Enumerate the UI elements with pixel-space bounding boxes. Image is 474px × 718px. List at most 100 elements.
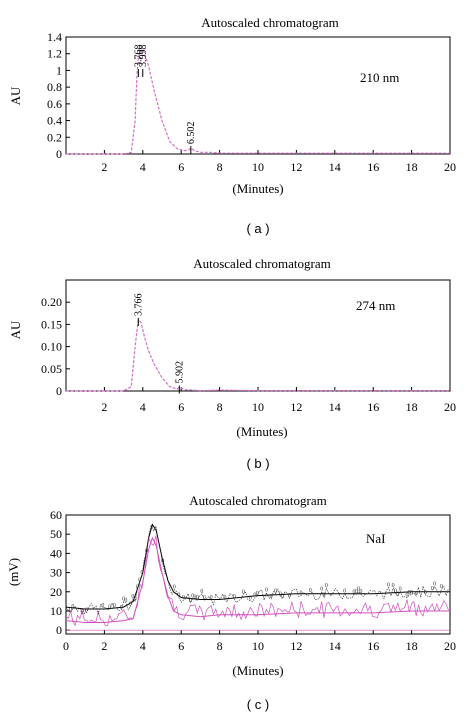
chart-a-xtick-label: 2 (101, 160, 107, 174)
chart-a-xtick-label: 8 (217, 160, 223, 174)
chart-c-noise-mark: 0 (189, 598, 192, 604)
chart-b-xtick-label: 12 (290, 400, 302, 414)
chart-c-xtick-label: 14 (329, 639, 341, 653)
chart-c-noise-mark: 0 (85, 608, 88, 614)
chart-c-noise-mark: 0 (131, 594, 134, 600)
chart-c-noise-mark: 0 (200, 589, 203, 595)
chart-c-title: Autoscaled chromatogram (189, 493, 327, 508)
chart-c-panel-label: ( c ) (247, 697, 269, 712)
chart-a-peak-label: 6.502 (186, 122, 197, 145)
chart-c-noise-mark: 0 (242, 589, 245, 595)
chart-c-xtick-label: 18 (406, 639, 418, 653)
chart-c-noise-mark: 0 (431, 586, 434, 592)
chart-a-ytick-label: 1.4 (47, 30, 62, 44)
chart-b-xtick-label: 14 (329, 400, 341, 414)
chart-a-xtick-label: 6 (178, 160, 184, 174)
chart-c-noise-mark: 0 (399, 586, 402, 592)
chart-c-xtick-label: 12 (290, 639, 302, 653)
chart-a-ylabel: AU (8, 86, 23, 105)
chart-c-noise-mark: 0 (309, 588, 312, 594)
chart-c-noise-mark: 0 (320, 587, 323, 593)
chart-b-ylabel: AU (8, 320, 23, 339)
chart-c-noise-mark: 0 (394, 589, 397, 595)
chart-b-panel-label: ( b ) (246, 456, 269, 471)
chart-c-noise-mark: 0 (182, 595, 185, 601)
chart-c-xtick-label: 10 (252, 639, 264, 653)
chart-b-xtick-label: 20 (444, 400, 456, 414)
chart-c-noise-mark: 0 (357, 587, 360, 593)
chart-a-xtick-label: 16 (367, 160, 379, 174)
chart-c-xtick-label: 4 (140, 639, 146, 653)
chart-c-ytick-label: 10 (50, 604, 62, 618)
chart-c-xtick-label: 20 (444, 639, 456, 653)
chart-a-xtick-label: 14 (329, 160, 341, 174)
chart-c-noise-mark: 0 (120, 605, 123, 611)
chart-b-peak-label: 3.766 (133, 293, 144, 316)
chart-c-noise-mark: 0 (161, 558, 164, 564)
chart-c-noise-mark: 0 (440, 584, 443, 590)
chart-c-noise-mark: 0 (256, 591, 259, 597)
chart-c-annotation: NaI (366, 531, 386, 546)
chart-c-ytick-label: 60 (50, 508, 62, 522)
chart-a-ytick-label: 0.2 (47, 130, 62, 144)
chart-panel-a: Autoscaled chromatogram 210 nm AU (Minut… (8, 15, 456, 236)
chart-c-noise-mark: 0 (396, 591, 399, 597)
chart-c-noise-mark: 0 (134, 596, 137, 602)
chart-a-xtick-label: 4 (140, 160, 146, 174)
chart-c-noise-mark: 0 (173, 585, 176, 591)
chart-a-ytick-label: 0.6 (47, 97, 62, 111)
chart-panel-b: Autoscaled chromatogram 274 nm AU (Minut… (8, 256, 456, 471)
chart-b-xtick-label: 8 (217, 400, 223, 414)
chart-c-ytick-label: 20 (50, 585, 62, 599)
chart-b-ytick-label: 0.20 (41, 295, 62, 309)
chart-a-peak-label: 3.998 (138, 45, 149, 68)
chart-c-xtick-label: 2 (101, 639, 107, 653)
chart-c-noise-mark: 0 (210, 595, 213, 601)
chart-c-xtick-label: 8 (217, 639, 223, 653)
chart-c-noise-mark: 0 (129, 601, 132, 607)
chart-b-peak-label: 5.902 (174, 361, 185, 384)
chart-c-noise-mark: 0 (288, 593, 291, 599)
chart-b-ytick-label: 0.05 (41, 362, 62, 376)
chart-c-noise-mark: 0 (124, 598, 127, 604)
chart-b-xtick-label: 2 (101, 400, 107, 414)
chart-b-marks: 2 4 6 8 10 12 14 16 18 20 0 0.05 0.10 0.15 0.20 3.766 5.… (41, 293, 456, 414)
chart-c-noise-magenta (65, 535, 449, 627)
chart-c-ytick-label: 40 (50, 546, 62, 560)
chart-c-noise-mark: 0 (223, 595, 226, 601)
chart-a-ytick-label: 0.8 (47, 80, 62, 94)
chart-b-xtick-label: 6 (178, 400, 184, 414)
chart-panel-c: Autoscaled chromatogram NaI (mV) (Minute… (6, 493, 456, 712)
chart-c-noise-mark: 0 (410, 590, 413, 596)
chart-a-title: Autoscaled chromatogram (201, 15, 339, 30)
chart-c-xtick-label: 6 (178, 639, 184, 653)
chart-c-noise-mark: 0 (203, 595, 206, 601)
chart-b-series-line (66, 318, 450, 392)
chart-a-ytick-label: 1.2 (47, 47, 62, 61)
chart-c-noise-mark: 0 (279, 591, 282, 597)
chart-c-noise-mark: 0 (194, 594, 197, 600)
chart-b-ytick-label: 0 (56, 384, 62, 398)
chart-c-xtick-label: 0 (63, 639, 69, 653)
chart-c-noise-mark: 0 (353, 590, 356, 596)
chart-c-noise-mark: 0 (136, 584, 139, 590)
chart-c-noise-mark: 0 (71, 604, 74, 610)
chart-b-xtick-label: 18 (406, 400, 418, 414)
chart-b-annotation: 274 nm (356, 298, 395, 313)
chart-c-noise-mark: 0 (433, 582, 436, 588)
chart-c-noise-mark: 0 (355, 589, 358, 595)
chart-c-ylabel: (mV) (6, 558, 21, 586)
chart-c-ytick-label: 50 (50, 527, 62, 541)
chart-c-noise-black (65, 523, 449, 616)
chart-c-noise-mark: 0 (253, 593, 256, 599)
chart-a-ytick-label: 1 (56, 63, 62, 77)
chart-a-ytick-label: 0 (56, 147, 62, 161)
chart-c-noise-mark: 0 (122, 597, 125, 603)
chart-a-frame (65, 36, 451, 155)
chart-b-frame (65, 279, 451, 392)
chart-a-xtick-label: 12 (290, 160, 302, 174)
chart-c-noise-mark: 0 (359, 589, 362, 595)
chart-c-noise-mark: 0 (265, 588, 268, 594)
